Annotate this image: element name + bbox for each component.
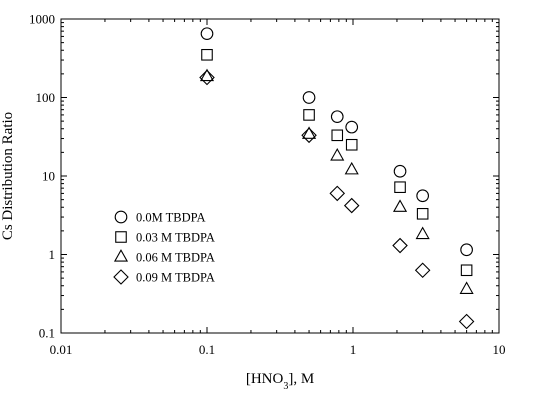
data-point-square [331, 129, 344, 142]
legend-label: 0.03 M TBDPA [136, 231, 215, 245]
data-point-circle [393, 164, 407, 178]
x-tick-label: 1 [350, 342, 357, 357]
plot-area-frame [60, 18, 500, 334]
data-point-circle [345, 120, 359, 134]
legend-marker-circle [114, 210, 128, 224]
data-point-triangle [415, 226, 430, 240]
data-point-circle [460, 243, 473, 257]
x-axis-title-subscript: 3 [283, 381, 288, 392]
data-point-diamond [301, 127, 317, 144]
data-point-square [345, 138, 358, 151]
data-point-square [460, 264, 473, 277]
data-point-circle [302, 91, 316, 104]
legend-marker-diamond [113, 269, 129, 285]
y-tick-label: 100 [36, 90, 56, 105]
data-point-square [394, 181, 406, 193]
legend-label: 0.09 M TBDPA [136, 271, 215, 285]
data-point-circle [416, 189, 430, 203]
data-point-square [201, 48, 213, 61]
data-point-diamond [199, 69, 215, 86]
legend: 0.0M TBDPA 0.03 M TBDPA 0.06 M TBDPA 0.09 M… [113, 210, 215, 285]
legend-label: 0.0M TBDPA [136, 211, 205, 225]
data-point-triangle [330, 148, 345, 161]
data-point-diamond [329, 185, 346, 202]
data-point-diamond [414, 262, 431, 279]
data-point-circle [330, 110, 344, 124]
x-tick-label: 10 [493, 342, 506, 357]
data-point-diamond [392, 237, 408, 254]
data-point-triangle [459, 281, 474, 294]
x-tick-label: 0.01 [50, 342, 73, 357]
data-point-triangle [392, 199, 408, 212]
data-point-triangle [199, 68, 215, 82]
data-points [199, 27, 475, 330]
data-point-square [416, 207, 429, 220]
data-point-diamond [458, 313, 475, 330]
y-tick-label: 10 [42, 169, 55, 184]
y-axis-title: Cs Distribution Ratio [0, 112, 16, 240]
data-point-square [303, 109, 315, 121]
y-tick-label: 1000 [29, 12, 55, 27]
data-point-triangle [301, 126, 317, 139]
x-tick-label: 0.1 [199, 342, 215, 357]
y-tick-label: 0.1 [39, 326, 55, 341]
y-tick-label: 1 [49, 247, 56, 262]
data-point-triangle [344, 161, 359, 175]
legend-label: 0.06 M TBDPA [136, 251, 215, 265]
legend-marker-square [115, 231, 127, 243]
legend-marker-triangle [113, 249, 129, 262]
data-point-diamond [343, 197, 360, 214]
x-axis-title: [HNO3], M [246, 371, 314, 392]
data-point-circle [200, 27, 214, 41]
